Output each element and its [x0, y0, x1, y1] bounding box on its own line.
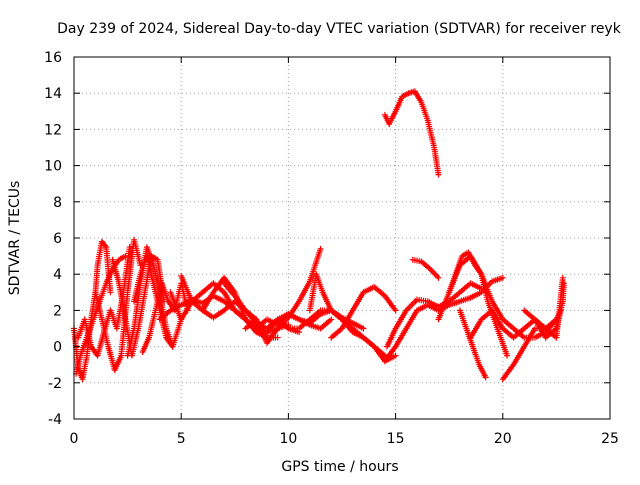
x-tick-label: 20	[494, 431, 512, 447]
data-point-markers	[381, 88, 442, 178]
y-tick-label: 12	[44, 122, 62, 138]
series-s4	[92, 236, 144, 374]
y-axis-label: SDTVAR / TECUs	[7, 181, 23, 296]
x-tick-label: 5	[177, 431, 186, 447]
y-tick-label: 14	[44, 86, 62, 102]
y-tick-label: 0	[53, 340, 62, 356]
series-s28	[521, 280, 567, 341]
y-tick-label: 2	[53, 303, 62, 319]
y-tick-label: -2	[48, 376, 62, 392]
data-point-markers	[521, 280, 567, 341]
x-tick-label: 0	[70, 431, 79, 447]
series-s17	[306, 271, 399, 365]
data-point-markers	[306, 271, 399, 365]
data-point-markers	[409, 256, 442, 281]
data-point-markers	[242, 245, 324, 346]
x-tick-label: 10	[279, 431, 297, 447]
x-tick-label: 25	[601, 431, 619, 447]
x-tick-label: 15	[387, 431, 405, 447]
series-s22	[409, 256, 442, 281]
data-layer	[71, 88, 567, 383]
y-tick-label: 4	[53, 267, 62, 283]
y-tick-label: 6	[53, 231, 62, 247]
y-tick-label: 10	[44, 159, 62, 175]
series-s21	[381, 88, 442, 178]
grid	[74, 57, 610, 419]
y-tick-label: -4	[48, 412, 62, 428]
chart-title: Day 239 of 2024, Sidereal Day-to-day VTE…	[57, 21, 622, 37]
x-axis-label: GPS time / hours	[281, 459, 398, 475]
ticks	[73, 56, 611, 420]
data-point-markers	[92, 236, 144, 374]
y-tick-label: 8	[53, 195, 62, 211]
series-s14	[242, 245, 324, 346]
y-tick-label: 16	[44, 50, 62, 66]
tick-labels: 0 5 10 15 20 25 -4 -2 0 2 4 6 8 10 12 14 16	[44, 50, 619, 447]
data-point-markers	[328, 283, 399, 341]
series-s18	[328, 283, 399, 341]
